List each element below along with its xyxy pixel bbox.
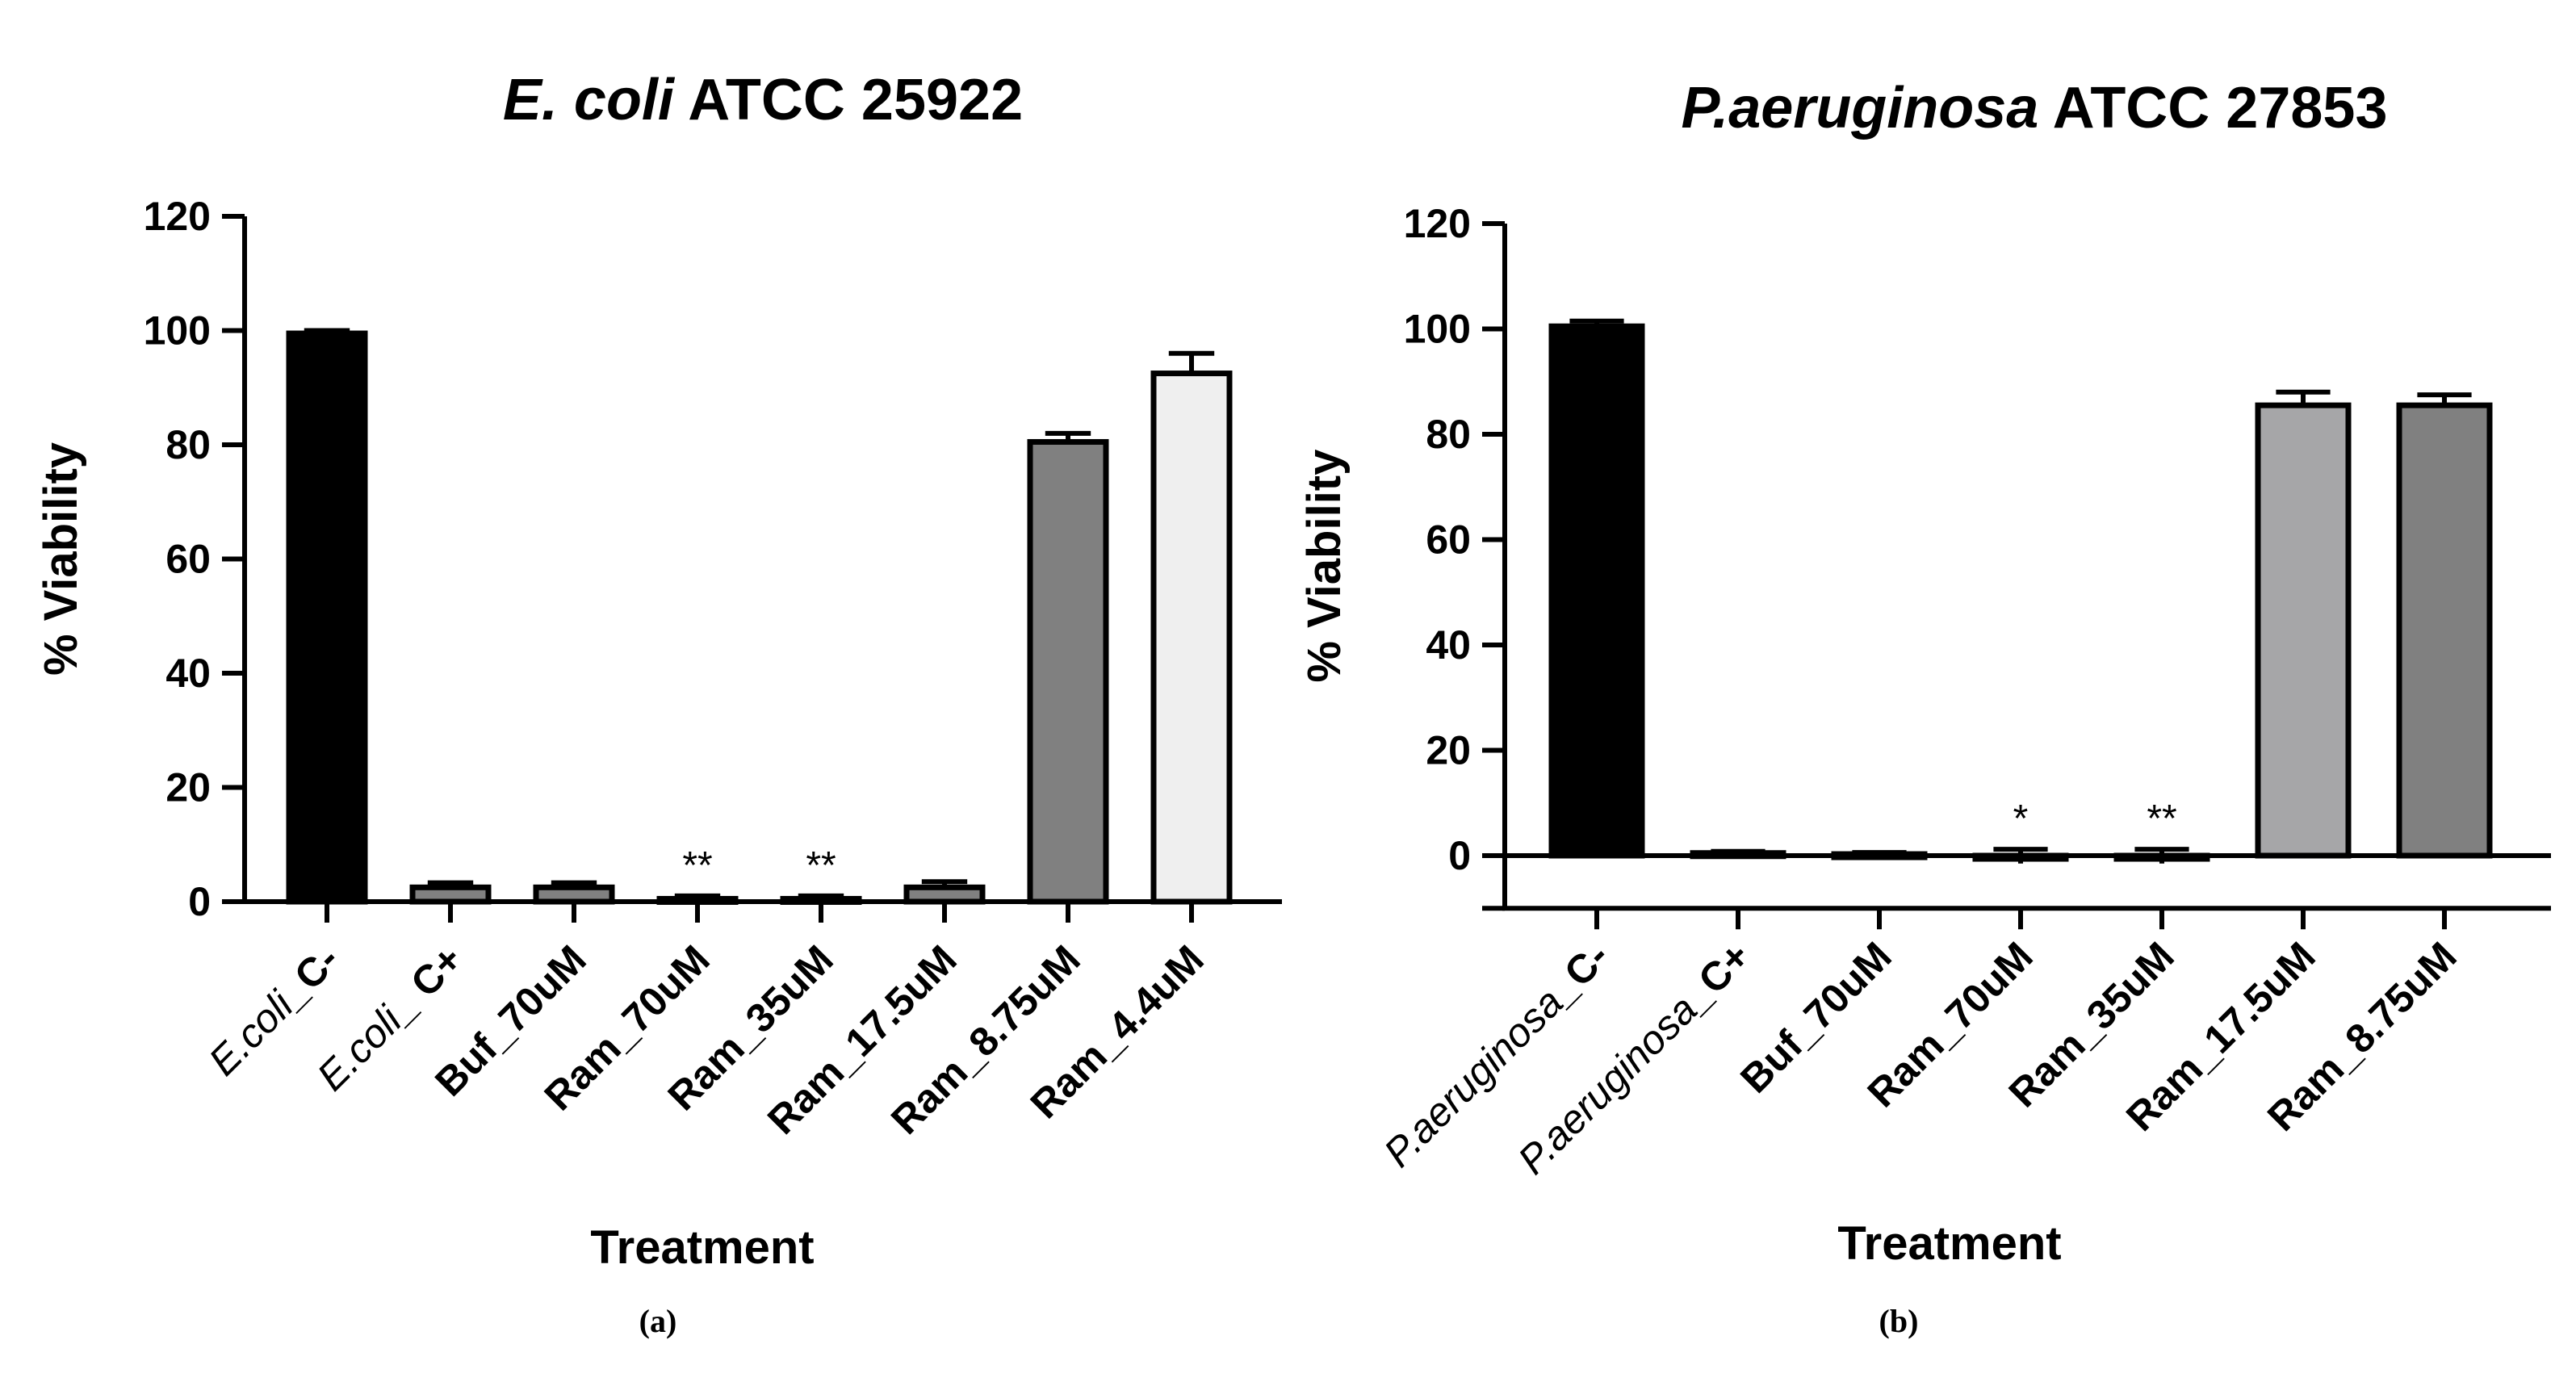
y-axis-title: % Viability [35,442,87,676]
bar [533,884,615,905]
bar [409,884,492,905]
bar [903,884,986,905]
significance-marker: ** [806,844,836,887]
bar [1027,438,1109,905]
significance-marker: ** [682,844,712,887]
y-tick-label: 120 [144,194,211,239]
bar [286,330,368,905]
significance-marker: ** [2147,798,2176,840]
chart-title: P.aeruginosa ATCC 27853 [1681,76,2387,140]
y-tick-label: 20 [165,765,211,810]
y-tick-label: 40 [1426,622,1471,668]
bar [1150,371,1233,905]
bar [1548,323,1645,859]
bar [2396,402,2493,859]
y-tick-label: 20 [1426,728,1471,773]
panel-label: (a) [639,1303,677,1339]
y-tick-label: 0 [1448,833,1471,878]
significance-marker: * [2013,798,2029,840]
y-tick-label: 100 [144,308,211,354]
x-tick-label: P.aeruginosa_C+ [1510,933,1759,1183]
y-tick-label: 80 [165,422,211,467]
y-tick-label: 60 [165,537,211,582]
y-tick-label: 0 [188,879,211,924]
y-tick-label: 60 [1426,517,1471,563]
y-tick-label: 100 [1404,307,1471,352]
y-axis-title: % Viability [1298,450,1351,683]
chart-title: E. coli ATCC 25922 [503,68,1023,132]
panel-label: (b) [1879,1303,1919,1339]
x-axis-title: Treatment [590,1221,814,1274]
bar [780,895,862,905]
chart-panel-a: E. coli ATCC 25922 0 20 40 60 80 100 120 % Viabi… [35,68,1282,1339]
bar [2255,402,2352,859]
x-axis-title: Treatment [1837,1217,2061,1270]
bar [656,895,739,905]
y-tick-label: 80 [1426,412,1471,457]
y-tick-label: 40 [165,651,211,696]
y-tick-label: 120 [1404,201,1471,246]
chart-panel-b: P.aeruginosa ATCC 27853 0 20 40 60 80 100 120 % … [1298,76,2551,1339]
